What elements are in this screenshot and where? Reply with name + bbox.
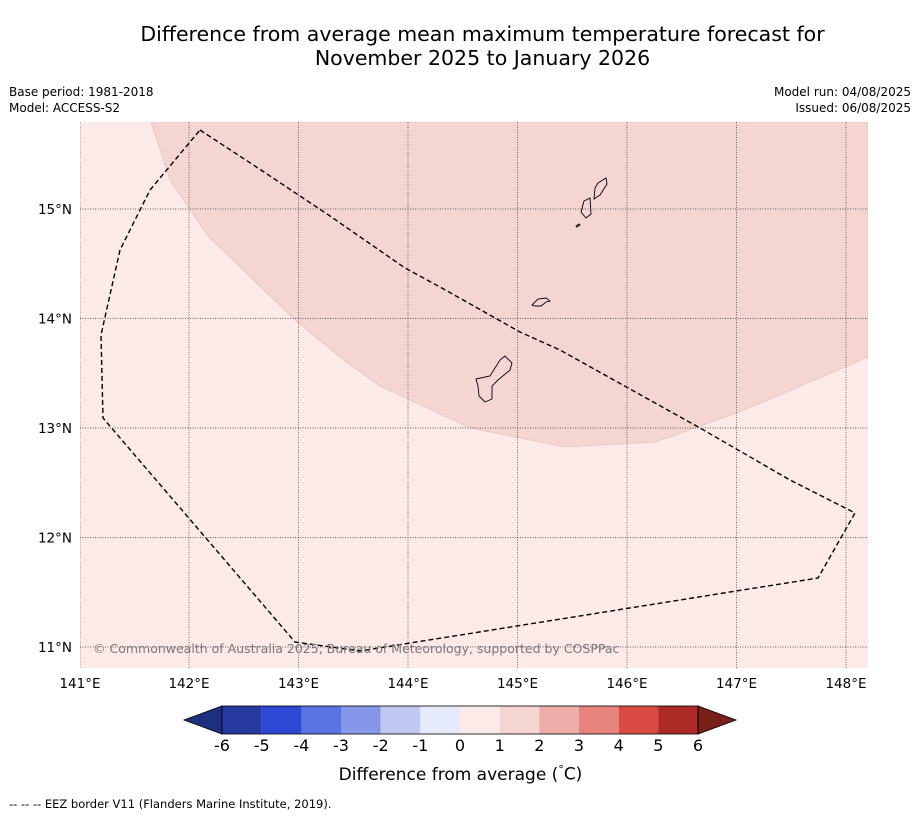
issued-text: Issued: 06/08/2025 bbox=[795, 101, 911, 115]
lon-label-148: 148°E bbox=[825, 676, 866, 692]
eez-border bbox=[100, 129, 856, 652]
map-title-line-1: Difference from average mean maximum tem… bbox=[140, 22, 825, 46]
colorbar-title-suffix: C) bbox=[563, 764, 583, 785]
colorbar-label: -5 bbox=[254, 736, 270, 755]
colorbar-label: -4 bbox=[293, 736, 309, 755]
lon-label-142: 142°E bbox=[168, 676, 209, 692]
model-run-text: Model run: 04/08/2025 bbox=[773, 85, 911, 99]
colorbar-segment bbox=[618, 706, 659, 734]
colorbar-label: 3 bbox=[574, 736, 584, 755]
lon-label-147: 147°E bbox=[716, 676, 757, 692]
island-guam bbox=[475, 355, 513, 403]
colorbar: -6 -5 -4 -3 -2 -1 0 1 2 3 4 5 6 bbox=[182, 705, 738, 755]
colorbar-label: 2 bbox=[534, 736, 544, 755]
colorbar-segment bbox=[222, 706, 262, 734]
colorbar-extend-high bbox=[697, 705, 738, 735]
colorbar-segment bbox=[420, 706, 460, 734]
colorbar-label: 5 bbox=[653, 736, 663, 755]
island-tinian bbox=[580, 197, 592, 219]
colorbar-label: 1 bbox=[495, 736, 505, 755]
island-aguijan bbox=[575, 223, 581, 228]
colorbar-segment bbox=[539, 706, 579, 734]
map-title-line-2: November 2025 to January 2026 bbox=[314, 46, 651, 70]
island-saipan bbox=[593, 177, 608, 200]
colorbar-segment bbox=[658, 706, 698, 734]
base-period-text: Base period: 1981-2018 bbox=[9, 85, 154, 99]
colorbar-segment bbox=[341, 706, 381, 734]
eez-footnote: -- -- -- EEZ border V11 (Flanders Marine… bbox=[9, 797, 332, 811]
colorbar-segment bbox=[301, 706, 341, 734]
lat-labels: 15°N 14°N 13°N 12°N 11°N bbox=[38, 202, 72, 656]
colorbar-title-degree: ° bbox=[558, 763, 564, 776]
lat-label-11: 11°N bbox=[38, 640, 72, 656]
colorbar-extend-low bbox=[182, 705, 223, 735]
lon-label-141: 141°E bbox=[59, 676, 100, 692]
islands bbox=[475, 177, 608, 403]
colorbar-outline bbox=[221, 705, 699, 735]
colorbar-label: 4 bbox=[614, 736, 624, 755]
lat-label-13: 13°N bbox=[38, 421, 72, 437]
lon-label-146: 146°E bbox=[606, 676, 647, 692]
colorbar-segment bbox=[460, 706, 500, 734]
colorbar-label: -3 bbox=[333, 736, 349, 755]
lon-label-144: 144°E bbox=[387, 676, 428, 692]
colorbar-segment bbox=[579, 706, 619, 734]
colorbar-label: -2 bbox=[373, 736, 389, 755]
lat-label-12: 12°N bbox=[38, 531, 72, 547]
colorbar-title: Difference from average (°C) bbox=[0, 763, 919, 785]
lat-label-14: 14°N bbox=[38, 312, 72, 328]
island-rota bbox=[531, 297, 552, 307]
colorbar-label: -1 bbox=[412, 736, 428, 755]
colorbar-segment bbox=[380, 706, 421, 734]
map-title: Difference from average mean maximum tem… bbox=[0, 22, 919, 70]
lon-label-145: 145°E bbox=[497, 676, 538, 692]
colorbar-title-prefix: Difference from average ( bbox=[338, 764, 559, 785]
lon-label-143: 143°E bbox=[278, 676, 319, 692]
colorbar-segment bbox=[261, 706, 302, 734]
model-text: Model: ACCESS-S2 bbox=[9, 101, 121, 115]
meta-left: Base period: 1981-2018 Model: ACCESS-S2 bbox=[9, 84, 154, 116]
lat-label-15: 15°N bbox=[38, 202, 72, 218]
colorbar-label: 6 bbox=[693, 736, 703, 755]
colorbar-label: -6 bbox=[214, 736, 230, 755]
copyright-text: © Commonwealth of Australia 2025, Bureau… bbox=[93, 641, 619, 656]
lon-labels: 141°E 142°E 143°E 144°E 145°E 146°E 147°… bbox=[59, 676, 866, 692]
colorbar-label: 0 bbox=[455, 736, 465, 755]
colorbar-segment bbox=[499, 706, 540, 734]
gridlines bbox=[80, 122, 868, 668]
meta-right: Model run: 04/08/2025 Issued: 06/08/2025 bbox=[774, 84, 911, 116]
map-area: © Commonwealth of Australia 2025, Bureau… bbox=[80, 122, 868, 668]
